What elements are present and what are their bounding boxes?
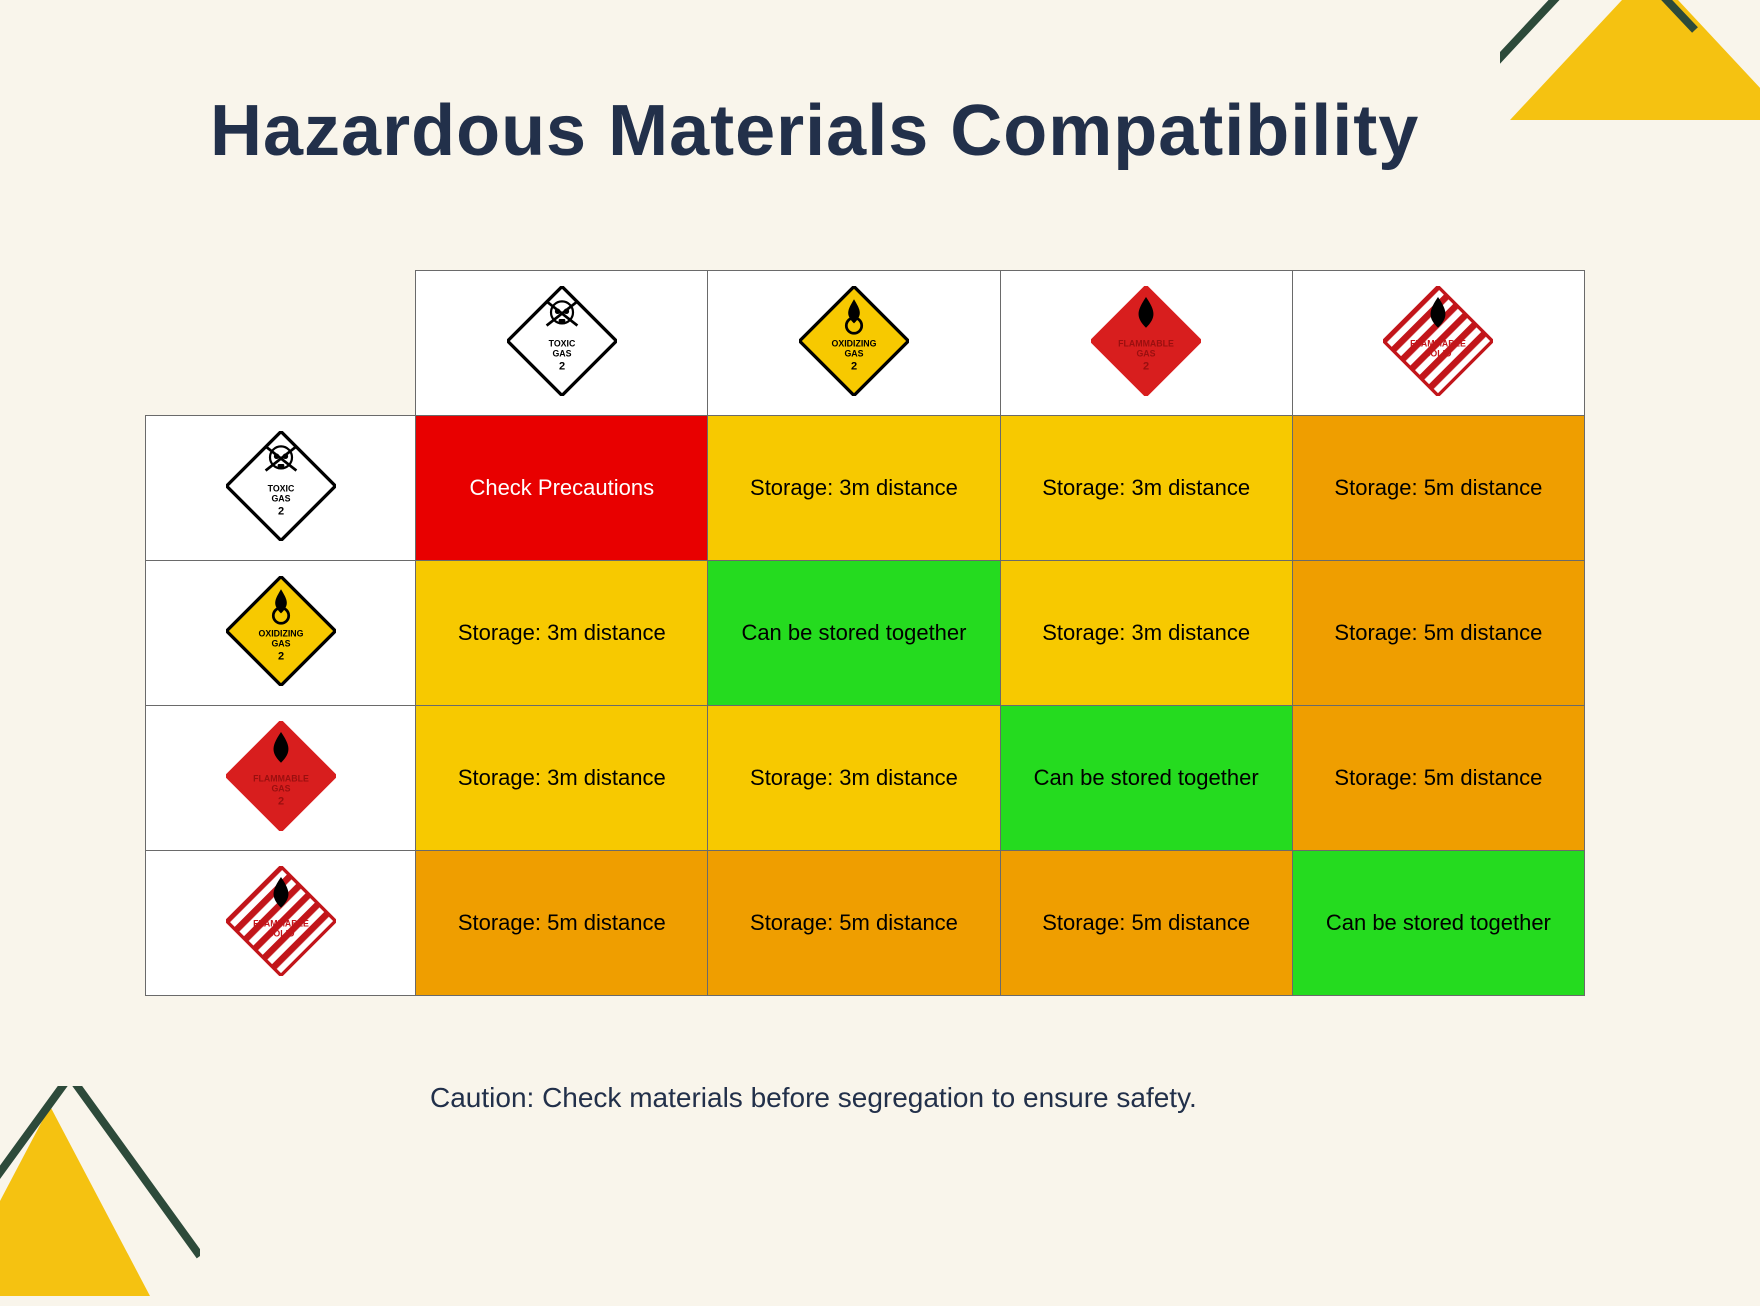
svg-text:2: 2 [278, 650, 284, 662]
compat-cell-0-2: Storage: 3m distance [1000, 416, 1292, 561]
decoration-triangle-top [1500, 0, 1760, 130]
col-head-2: FLAMMABLEGAS 2 [1000, 271, 1292, 416]
toxic-gas-placard-icon: TOXICGAS 2 [507, 286, 617, 396]
col-head-1: OXIDIZINGGAS 2 [708, 271, 1000, 416]
svg-text:2: 2 [851, 360, 857, 372]
caption-text: Caution: Check materials before segregat… [430, 1082, 1197, 1114]
oxidizing-gas-row-placard-icon: OXIDIZINGGAS 2 [226, 576, 336, 686]
compat-cell-2-1: Storage: 3m distance [708, 706, 1000, 851]
svg-text:OXIDIZING: OXIDIZING [831, 338, 876, 348]
svg-text:OXIDIZING: OXIDIZING [258, 628, 303, 638]
compat-cell-1-2: Storage: 3m distance [1000, 561, 1292, 706]
compatibility-table: TOXICGAS2 OXIDIZINGGAS2 FLAMMABLEGAS2 FL… [145, 270, 1585, 996]
row-head-1: OXIDIZINGGAS 2 [146, 561, 416, 706]
compat-cell-0-1: Storage: 3m distance [708, 416, 1000, 561]
row-head-0: TOXICGAS 2 [146, 416, 416, 561]
svg-text:GAS: GAS [1137, 348, 1156, 358]
svg-text:GAS: GAS [271, 493, 290, 503]
svg-text:TOXIC: TOXIC [548, 338, 575, 348]
flammable-gas-row-placard-icon: FLAMMABLEGAS 2 [226, 721, 336, 831]
svg-text:GAS: GAS [552, 348, 571, 358]
compat-cell-3-1: Storage: 5m distance [708, 851, 1000, 996]
compat-cell-2-0: Storage: 3m distance [416, 706, 708, 851]
svg-text:2: 2 [278, 505, 284, 517]
svg-text:TOXIC: TOXIC [267, 483, 294, 493]
compat-cell-3-2: Storage: 5m distance [1000, 851, 1292, 996]
svg-text:FLAMMABLE: FLAMMABLE [1411, 338, 1467, 348]
compat-cell-1-3: Storage: 5m distance [1292, 561, 1584, 706]
col-head-0: TOXICGAS 2 [416, 271, 708, 416]
flammable-solid-row-placard-icon: FLAMMABLESOLID [226, 866, 336, 976]
compat-cell-1-1: Can be stored together [708, 561, 1000, 706]
compat-cell-1-0: Storage: 3m distance [416, 561, 708, 706]
flammable-gas-placard-icon: FLAMMABLEGAS 2 [1091, 286, 1201, 396]
row-head-3: FLAMMABLESOLID [146, 851, 416, 996]
toxic-gas-row-placard-icon: TOXICGAS 2 [226, 431, 336, 541]
flammable-solid-placard-icon: FLAMMABLESOLID [1383, 286, 1493, 396]
svg-text:SOLID: SOLID [267, 928, 294, 938]
svg-text:2: 2 [278, 795, 284, 807]
table-corner [146, 271, 416, 416]
row-head-2: FLAMMABLEGAS 2 [146, 706, 416, 851]
compat-cell-2-2: Can be stored together [1000, 706, 1292, 851]
svg-text:2: 2 [1143, 360, 1149, 372]
svg-text:2: 2 [559, 360, 565, 372]
svg-text:FLAMMABLE: FLAMMABLE [253, 773, 309, 783]
svg-text:FLAMMABLE: FLAMMABLE [253, 918, 309, 928]
svg-text:SOLID: SOLID [1425, 348, 1452, 358]
svg-text:FLAMMABLE: FLAMMABLE [1118, 338, 1174, 348]
compat-cell-3-3: Can be stored together [1292, 851, 1584, 996]
svg-text:GAS: GAS [271, 783, 290, 793]
decoration-triangle-bottom [0, 1086, 200, 1306]
compat-cell-2-3: Storage: 5m distance [1292, 706, 1584, 851]
compat-cell-0-0: Check Precautions [416, 416, 708, 561]
page-title: Hazardous Materials Compatibility [210, 90, 1419, 172]
col-head-3: FLAMMABLESOLID [1292, 271, 1584, 416]
svg-text:GAS: GAS [844, 348, 863, 358]
oxidizing-gas-placard-icon: OXIDIZINGGAS 2 [799, 286, 909, 396]
svg-text:GAS: GAS [271, 638, 290, 648]
compat-cell-0-3: Storage: 5m distance [1292, 416, 1584, 561]
compat-cell-3-0: Storage: 5m distance [416, 851, 708, 996]
